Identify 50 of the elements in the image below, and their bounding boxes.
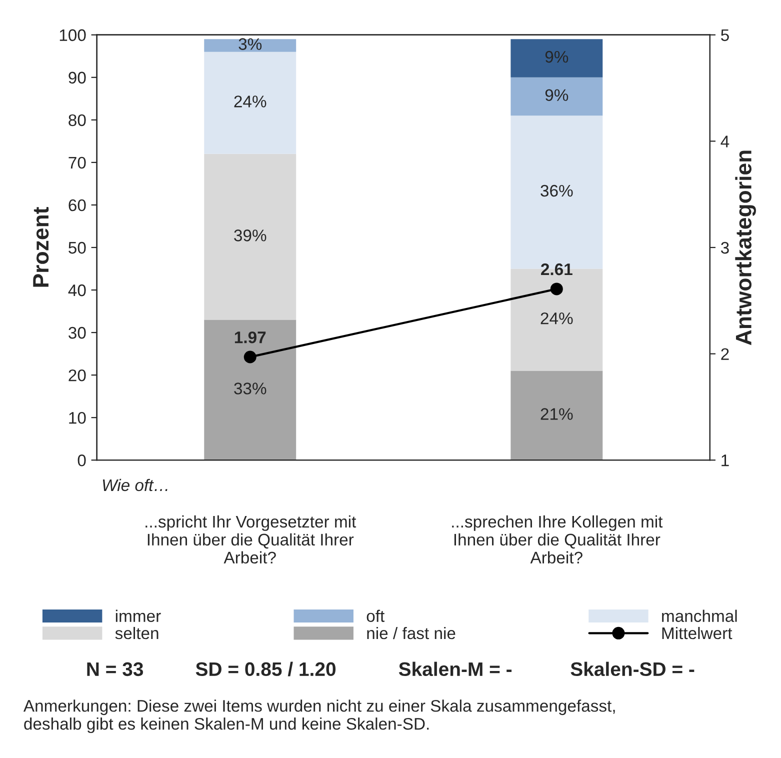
y-tick-label: 10 [69, 412, 86, 424]
y2-tick-label: 5 [721, 29, 729, 42]
text: SD = 0.85 / 1.20 [196, 662, 336, 676]
bar [204, 320, 296, 460]
y-tick-label: 40 [68, 284, 86, 296]
data-label: 9% [545, 50, 568, 63]
legend-label: oft [366, 610, 385, 622]
y-tick-label: 100 [60, 29, 86, 42]
text: Wie oft… [102, 478, 168, 492]
y-tick-label: 30 [68, 326, 86, 339]
text: Skalen-M = - [398, 662, 512, 676]
x-tick-label: ...spricht Ihr Vorgesetzter mit Ihnen über die Qualität Ihrer Arbeit? [146, 515, 356, 564]
y2-tick-label: 3 [720, 242, 729, 254]
y-tick-label: 70 [68, 156, 86, 169]
bar [510, 77, 603, 116]
data-label: 3% [238, 38, 262, 50]
text: Skalen-SD = - [570, 662, 694, 676]
bar [204, 39, 296, 52]
y-tick-label: 60 [68, 199, 86, 212]
text: N = 33 [87, 662, 144, 676]
y2-axis-title: Antwortkategorien [735, 150, 756, 346]
y-tick-label: 0 [78, 454, 86, 466]
y-tick-label: 20 [68, 369, 86, 382]
data-label: 9% [545, 89, 568, 101]
data-label: 36% [540, 184, 573, 197]
bar [510, 39, 603, 78]
legend-label: selten [115, 626, 158, 640]
legend-label: Mittelwert [662, 626, 732, 640]
y-tick-label: 90 [68, 72, 86, 84]
data-label: 24% [540, 312, 573, 324]
bar [204, 52, 296, 154]
x-tick-label: ...sprechen Ihre Kollegen mit Ihnen über die Qualität Ihrer Arbeit? [452, 515, 663, 564]
y2-tick-label: 1 [722, 454, 729, 466]
y2-tick-label: 4 [720, 136, 730, 148]
legend-label: immer [116, 610, 161, 622]
y-tick-label: 80 [68, 114, 86, 126]
bar [510, 370, 603, 460]
data-label: 24% [234, 96, 266, 108]
legend-label: nie / fast nie [367, 626, 456, 640]
legend-label: manchmal [662, 610, 737, 622]
data-label: 39% [234, 230, 266, 242]
y2-tick-label: 2 [721, 348, 729, 360]
y-axis-title: Prozent [33, 207, 49, 287]
data-label: 1.97 [234, 331, 266, 344]
bar [204, 154, 296, 320]
data-label: 21% [540, 408, 573, 420]
data-label: 2.61 [541, 263, 572, 276]
text: Anmerkungen: Diese zwei Items wurden nicht zu einer Skala zusammengefasst, deshalb gibt es keinen Skalen-M und keine Skalen-SD. [23, 700, 615, 734]
y-tick-label: 50 [68, 242, 86, 254]
data-label: 33% [234, 382, 266, 394]
